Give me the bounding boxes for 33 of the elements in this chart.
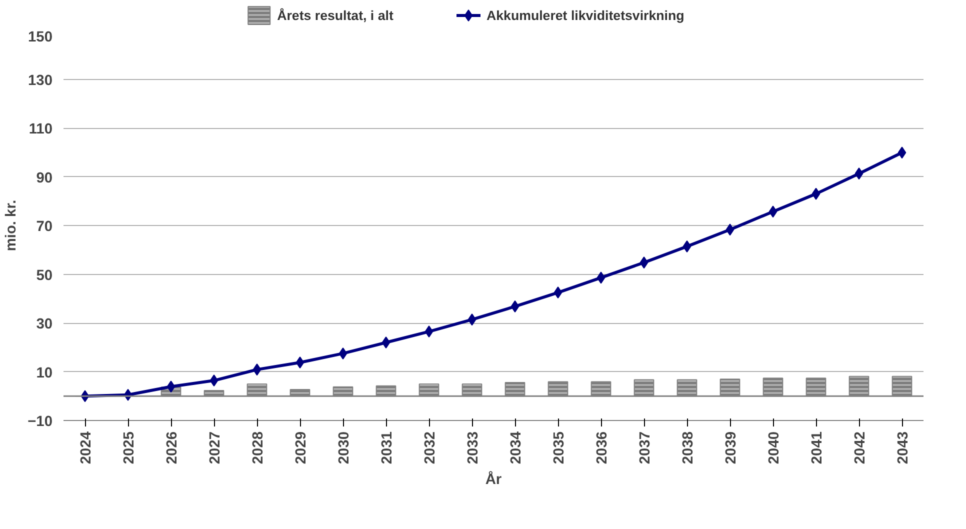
y-tick-label: 70 [36, 219, 53, 235]
x-tick-label: 2028 [250, 431, 266, 464]
x-tick-label: 2034 [508, 430, 524, 464]
x-tick-label: 2040 [766, 431, 782, 464]
y-tick-label: −10 [28, 414, 53, 430]
x-tick-label: 2027 [208, 431, 224, 464]
y-tick-label: 110 [28, 122, 53, 138]
x-tick-label: 2041 [810, 431, 826, 464]
x-tick-label: 2037 [638, 431, 654, 464]
y-axis-title: mio. kr. [4, 200, 20, 252]
y-tick-label: 30 [36, 316, 53, 332]
y-tick-label: 130 [28, 72, 53, 89]
x-tick-label: 2033 [466, 431, 482, 464]
x-tick-label: 2035 [552, 431, 568, 464]
legend-label: Årets resultat, i alt [277, 8, 394, 23]
y-tick-label: 50 [36, 268, 53, 284]
y-tick-label: 10 [36, 365, 53, 382]
x-axis-title: År [485, 471, 502, 488]
x-tick-label: 2025 [122, 431, 138, 464]
x-tick-label: 2026 [164, 431, 180, 464]
legend-label: Akkumuleret likviditetsvirkning [486, 8, 684, 23]
x-tick-label: 2038 [680, 431, 696, 464]
x-tick-label: 2043 [896, 431, 912, 464]
y-tick-label: 90 [36, 170, 53, 186]
x-tick-label: 2024 [78, 430, 94, 464]
x-tick-label: 2032 [422, 431, 438, 464]
x-tick-label: 2039 [724, 431, 740, 464]
y-tick-label: 150 [28, 30, 53, 46]
x-tick-label: 2030 [336, 431, 352, 464]
x-tick-label: 2029 [294, 431, 310, 464]
x-tick-label: 2031 [380, 431, 396, 464]
x-tick-label: 2036 [594, 431, 610, 464]
x-tick-label: 2042 [852, 431, 868, 464]
